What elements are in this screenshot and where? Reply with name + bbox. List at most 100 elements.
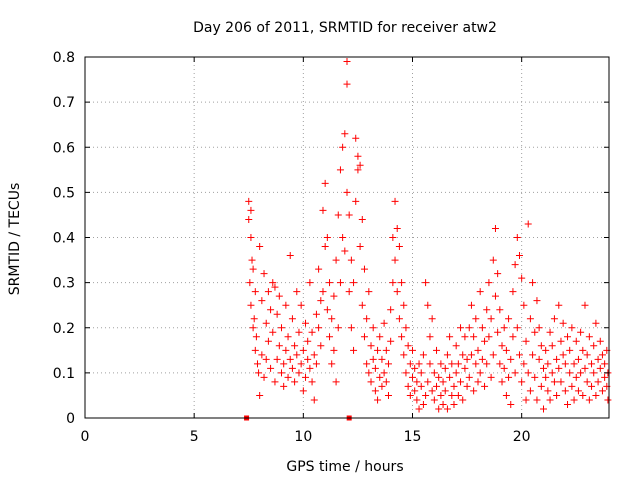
y-tick-label: 0.8 (53, 50, 75, 66)
data-point (389, 234, 397, 241)
data-point (433, 382, 441, 390)
data-point (590, 369, 598, 377)
data-point (312, 310, 320, 318)
data-point (398, 333, 406, 341)
data-point (275, 292, 283, 300)
data-point (278, 369, 285, 377)
data-point (601, 360, 609, 368)
data-point (413, 396, 421, 404)
data-point (419, 351, 427, 359)
data-point (524, 220, 532, 228)
data-point (354, 166, 362, 174)
data-point (365, 288, 373, 296)
data-point (350, 279, 358, 287)
data-point (341, 130, 349, 138)
data-point (371, 387, 379, 395)
y-tick-label: 0.2 (53, 321, 75, 337)
data-point (267, 364, 275, 372)
data-point (369, 355, 377, 363)
data-point (328, 315, 336, 323)
data-point (297, 360, 305, 368)
data-point (594, 355, 602, 363)
data-point (476, 369, 484, 377)
data-point (275, 342, 283, 350)
data-point (358, 301, 366, 309)
data-point (583, 351, 591, 359)
data-point (258, 351, 266, 359)
data-point (546, 396, 554, 404)
data-point (470, 333, 478, 341)
data-point (395, 243, 403, 251)
data-point (356, 161, 364, 169)
data-point (288, 364, 296, 372)
data-point (391, 197, 399, 205)
data-point (391, 256, 399, 264)
data-point (343, 80, 351, 88)
data-point (304, 337, 312, 345)
data-point (588, 382, 596, 390)
data-point (393, 224, 401, 232)
x-tick-label: 10 (294, 429, 312, 445)
data-point (422, 279, 430, 287)
data-point (491, 292, 499, 300)
data-point (443, 405, 451, 413)
data-points (244, 58, 612, 421)
data-point (334, 324, 342, 332)
data-point (417, 382, 425, 390)
data-point (598, 387, 606, 395)
data-point (352, 197, 360, 205)
data-point (252, 333, 260, 341)
data-point (443, 351, 451, 359)
data-point (336, 166, 344, 174)
data-point (248, 256, 256, 264)
data-point (269, 328, 277, 336)
data-point (404, 382, 412, 390)
data-point (374, 346, 382, 354)
data-point (537, 342, 545, 350)
data-point (507, 355, 515, 363)
data-point (467, 301, 475, 309)
data-point (426, 333, 434, 341)
data-point (246, 279, 254, 287)
data-point (572, 373, 580, 381)
data-point (402, 369, 410, 377)
data-point (245, 197, 253, 205)
data-point (450, 400, 458, 408)
data-point (459, 396, 467, 404)
data-point (278, 324, 285, 332)
data-point (330, 346, 338, 354)
data-point (415, 360, 423, 368)
data-point (515, 351, 523, 359)
data-point (295, 369, 303, 377)
data-point (522, 337, 530, 345)
data-point (395, 315, 403, 323)
data-point (404, 342, 412, 350)
data-point (347, 256, 355, 264)
data-point (502, 391, 510, 399)
data-point (483, 306, 491, 314)
data-point (339, 143, 347, 151)
data-point (533, 297, 541, 305)
data-point (470, 387, 478, 395)
data-point (511, 261, 519, 269)
data-point (358, 215, 366, 223)
data-point (387, 337, 395, 345)
data-point (590, 342, 598, 350)
data-point (269, 279, 277, 287)
data-point (315, 265, 323, 273)
data-point (378, 355, 386, 363)
data-point (598, 351, 606, 359)
data-point (463, 382, 471, 390)
data-point (500, 364, 508, 372)
data-point (253, 360, 261, 368)
data-point (529, 351, 537, 359)
x-tick-label: 20 (513, 429, 531, 445)
data-point (293, 288, 301, 296)
data-point (522, 396, 530, 404)
x-tick-label: 15 (404, 429, 422, 445)
data-point (542, 373, 550, 381)
data-point (435, 405, 443, 413)
data-point (306, 279, 314, 287)
data-point (262, 319, 270, 327)
data-point (317, 297, 325, 305)
